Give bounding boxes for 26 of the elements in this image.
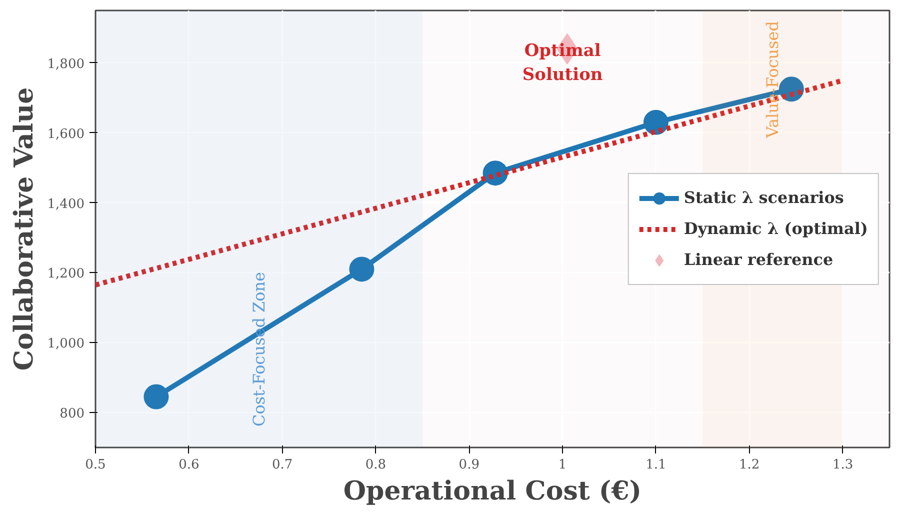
- x-tick-label: 1.3: [832, 458, 854, 472]
- x-tick-label: 0.7: [272, 458, 293, 472]
- legend-label: Static λ scenarios: [684, 188, 844, 207]
- y-tick-label: 1,000: [47, 336, 84, 352]
- x-tick-label: 1: [558, 458, 567, 472]
- x-tick-label: 1.1: [646, 458, 666, 472]
- point: [349, 256, 374, 282]
- x-tick-label: 0.6: [178, 458, 200, 472]
- x-tick-label: 0.5: [85, 458, 106, 472]
- legend-label: Linear reference: [684, 250, 834, 269]
- y-tick-label: 800: [60, 406, 85, 422]
- x-axis-title: Operational Cost (€): [343, 476, 642, 506]
- legend-label: Dynamic λ (optimal): [684, 219, 868, 238]
- y-tick-label: 1,400: [47, 196, 84, 212]
- x-tick-label: 1.2: [739, 458, 760, 472]
- y-tick-label: 1,600: [47, 126, 84, 142]
- band-label: Value-Focused: [763, 20, 782, 139]
- y-tick-label: 1,200: [47, 266, 84, 282]
- x-tick-label: 0.9: [458, 458, 480, 472]
- point: [144, 384, 169, 410]
- annotation: Optimal Solution: [522, 40, 603, 85]
- y-tick-label: 1,800: [47, 56, 84, 72]
- band-label: Cost-Focused Zone: [249, 272, 268, 427]
- point: [643, 110, 668, 135]
- x-tick-label: 0.8: [365, 458, 386, 472]
- y-axis-title: Collaborative Value: [9, 87, 40, 371]
